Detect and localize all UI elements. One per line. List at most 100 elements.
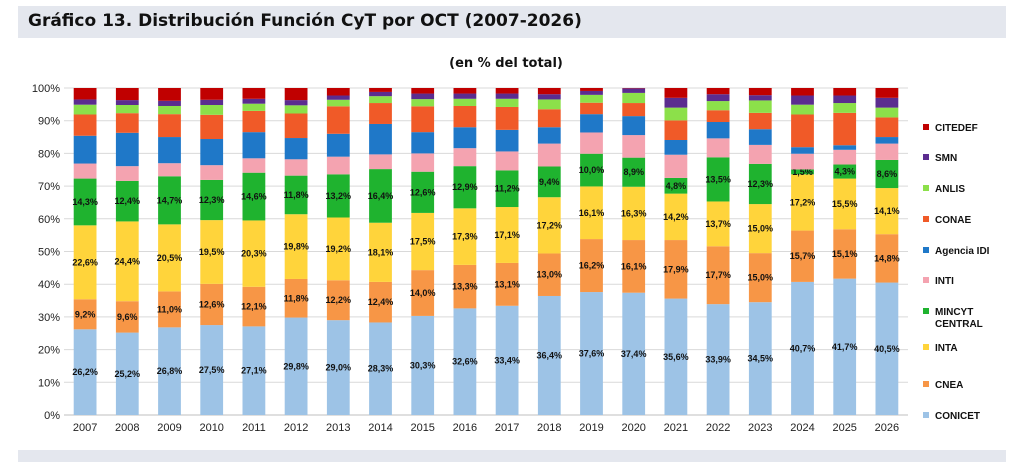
bar-segment <box>875 137 899 144</box>
x-tick-label: 2026 <box>875 422 899 434</box>
bar-segment <box>622 157 646 187</box>
bar-segment <box>622 135 646 158</box>
data-label: 11,0% <box>157 304 182 314</box>
bar-segment <box>453 93 477 99</box>
bar-segment <box>115 132 139 167</box>
y-tick-label: 20% <box>38 345 60 357</box>
data-label: 15,1% <box>832 249 858 259</box>
bar-segment <box>537 88 561 95</box>
data-label: 12,3% <box>748 179 774 189</box>
data-label: 41,7% <box>832 342 858 352</box>
bar-segment <box>200 179 224 221</box>
bar-segment <box>284 159 308 176</box>
data-label: 19,2% <box>326 244 352 254</box>
x-tick-label: 2023 <box>748 422 772 434</box>
bar-segment <box>242 132 266 159</box>
bar-segment <box>537 143 561 167</box>
bar-segment <box>833 145 857 150</box>
y-tick-label: 70% <box>38 181 60 193</box>
x-tick-label: 2019 <box>579 422 603 434</box>
data-label: 12,6% <box>199 299 225 309</box>
x-tick-label: 2015 <box>410 422 434 434</box>
legend-label: INTA <box>935 343 958 354</box>
bar-segment <box>875 97 899 108</box>
bar-segment <box>369 281 392 323</box>
page-title: Gráfico 13. Distribución Función CyT por… <box>28 11 582 31</box>
bar-segment <box>284 138 308 160</box>
data-label: 26,2% <box>72 367 98 377</box>
bar-segment <box>664 240 688 299</box>
bar-segment <box>833 178 857 230</box>
bar-segment <box>411 99 435 107</box>
bar-segment <box>495 106 519 130</box>
bar-segment <box>158 105 181 115</box>
data-label: 19,8% <box>283 242 309 252</box>
bar-segment <box>200 220 224 284</box>
bar-segment <box>115 332 139 415</box>
data-label: 14,1% <box>874 206 900 216</box>
bar-segment <box>580 90 603 95</box>
bar-segment <box>791 88 814 96</box>
data-label: 12,4% <box>368 297 394 307</box>
bar-segment <box>158 291 181 328</box>
bar-segment <box>495 151 519 171</box>
bar-segment <box>200 325 224 415</box>
chart-area: (en % del total) 0% 10% 20% 30% 40% 50% 60% 70% 8… <box>18 48 1006 445</box>
bar-segment <box>706 138 730 158</box>
bar-segment <box>622 186 646 241</box>
legend-label: CONAE <box>935 215 971 226</box>
bar-segment <box>326 133 350 157</box>
bar-segment <box>200 114 224 140</box>
bar-segment <box>748 95 772 101</box>
bar-segment <box>706 122 730 139</box>
y-tick-label: 50% <box>38 247 60 259</box>
data-label: 9,2% <box>75 309 96 319</box>
bar-segment <box>453 88 477 94</box>
bar-segment <box>200 139 224 166</box>
x-tick-label: 2010 <box>199 422 223 434</box>
data-label: 17,9% <box>663 264 689 274</box>
data-label: 9,4% <box>539 177 560 187</box>
data-label: 29,8% <box>283 361 309 371</box>
legend-label: SMN <box>935 153 957 164</box>
data-label: 16,3% <box>621 208 647 218</box>
bar-segment <box>875 88 899 98</box>
y-tick-label: 60% <box>38 214 60 226</box>
bar-segment <box>622 88 646 93</box>
footer-band <box>18 450 1006 462</box>
data-label: 13,1% <box>494 279 520 289</box>
x-tick-label: 2007 <box>73 422 97 434</box>
bar-segment <box>495 88 519 94</box>
bar-segment <box>537 99 561 110</box>
data-label: 17,2% <box>537 220 563 230</box>
data-label: 17,5% <box>410 237 436 247</box>
data-label: 26,8% <box>157 366 183 376</box>
bar-segment <box>748 100 772 113</box>
bar-segment <box>495 170 519 208</box>
bar-segment <box>875 282 899 415</box>
data-label: 40,5% <box>874 344 900 354</box>
data-label: 36,4% <box>537 350 563 360</box>
data-label: 8,6% <box>877 169 898 179</box>
legend-label: MINCYT CENTRAL <box>935 307 983 330</box>
y-tick-label: 80% <box>38 148 60 160</box>
bar-segment <box>622 116 646 136</box>
data-label: 12,6% <box>410 187 436 197</box>
bar-segment <box>73 299 97 330</box>
bar-segment <box>706 88 730 95</box>
bar-segment <box>115 88 139 101</box>
bar-segment <box>242 220 266 287</box>
legend-label: Agencia IDI <box>935 246 990 257</box>
bar-segment <box>537 109 561 128</box>
bar-segment <box>73 104 97 115</box>
data-label: 15,0% <box>748 273 774 283</box>
bar-segment <box>115 301 139 333</box>
data-label: 16,4% <box>368 191 394 201</box>
bar-segment <box>284 105 308 114</box>
x-tick-label: 2011 <box>242 422 266 434</box>
bar-segment <box>537 197 561 254</box>
legend-label: CONICET <box>935 411 980 422</box>
data-label: 25,2% <box>115 369 141 379</box>
bar-segment <box>833 95 857 104</box>
bar-segment <box>875 117 899 138</box>
